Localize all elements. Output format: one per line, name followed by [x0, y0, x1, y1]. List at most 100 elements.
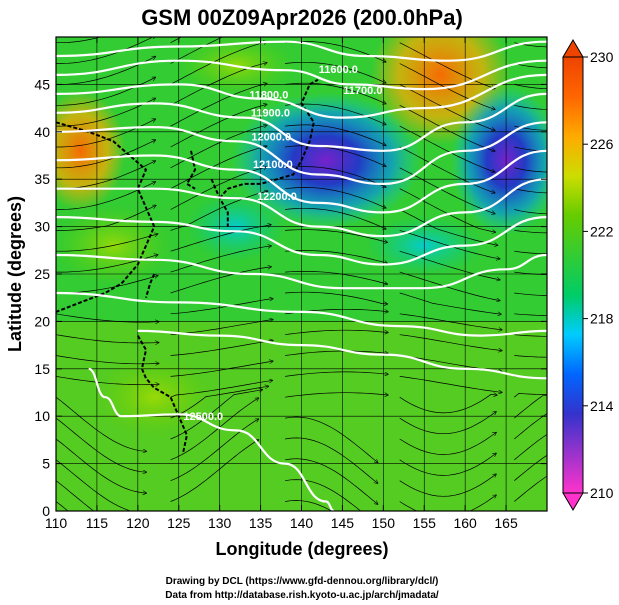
streamline: [170, 225, 271, 252]
streamline: [170, 419, 259, 482]
streamline: [285, 350, 388, 356]
streamline: [399, 84, 495, 130]
streamline: [399, 433, 496, 455]
height-contour: [56, 92, 547, 152]
x-tick-label: 160: [453, 515, 477, 531]
streamline: [285, 229, 387, 243]
streamline: [514, 313, 547, 316]
streamline: [170, 390, 263, 440]
streamline: [514, 84, 547, 89]
streamline: [514, 167, 547, 173]
streamline: [514, 63, 547, 69]
streamline: [170, 398, 259, 461]
colorbar: 210 214 218 222 226 230: [562, 39, 614, 511]
streamline: [514, 146, 547, 152]
streamline: [514, 475, 547, 502]
contour-label: 11700.0: [343, 85, 382, 97]
x-tick-label: 120: [126, 515, 150, 531]
streamline: [56, 37, 155, 64]
streamline: [399, 125, 495, 172]
streamline: [399, 376, 502, 392]
streamline: [56, 140, 155, 169]
colorbar-tick-label: 230: [590, 49, 614, 65]
streamline: [170, 361, 273, 377]
streamline: [56, 234, 158, 252]
x-tick-label: 110: [45, 515, 68, 531]
streamline: [285, 271, 387, 284]
chart-title: GSM 00Z09Apr2026 (200.0hPa): [141, 5, 463, 30]
streamline: [399, 495, 496, 511]
streamline: [399, 42, 495, 89]
y-tick-label: 20: [34, 313, 50, 329]
y-tick-label: 5: [42, 456, 50, 472]
colorbar-tick-label: 214: [590, 398, 614, 414]
streamline: [399, 334, 502, 351]
y-tick-label: 30: [34, 219, 50, 235]
streamline: [170, 267, 272, 294]
height-contour: [56, 40, 547, 62]
coastline-segment: [56, 121, 156, 313]
credit-data-source: Data from http://database.rish.kyoto-u.a…: [165, 590, 439, 601]
height-contour: [88, 367, 335, 511]
contour-label: 12100.0: [253, 159, 293, 171]
streamline: [285, 437, 378, 483]
height-contour: [56, 149, 547, 214]
streamline: [514, 355, 547, 358]
colorbar-top-triangle: [562, 39, 584, 58]
y-axis-label: Latitude (degrees): [5, 196, 25, 352]
streamline: [399, 292, 501, 314]
x-tick-label: 140: [290, 515, 314, 531]
streamline: [399, 412, 496, 435]
x-tick-label: 165: [494, 515, 518, 531]
height-contour: [56, 59, 547, 91]
streamline: [56, 480, 95, 511]
y-tick-label: 15: [34, 361, 50, 377]
streamline: [514, 393, 547, 398]
streamline: [285, 61, 386, 83]
height-contour: [56, 216, 547, 266]
contour-label: 11900.0: [251, 108, 290, 120]
x-tick-label: 130: [208, 515, 232, 531]
streamline: [399, 271, 500, 301]
streamline: [514, 188, 547, 194]
x-tick-label: 135: [249, 515, 273, 531]
colorbar-bottom-triangle: [562, 492, 584, 511]
streamline: [170, 104, 267, 148]
streamline: [56, 98, 155, 127]
contour-label: 12500.0: [183, 411, 223, 423]
streamline: [56, 376, 159, 384]
contour-label: 11600.0: [319, 64, 358, 76]
streamline: [170, 299, 273, 315]
streamline: [56, 37, 102, 44]
colorbar-tick-label: 226: [590, 136, 614, 152]
streamline: [56, 355, 159, 364]
x-axis-ticks: 110 115 120 125 130 135 140 145 150 155 160 165: [45, 37, 518, 531]
y-axis-ticks: 0 5 10 15 20 25 30 35 40 45: [34, 76, 547, 519]
streamline: [285, 371, 388, 377]
streamline: [285, 291, 387, 304]
colorbar-ticks: 210 214 218 222 226 230: [583, 49, 614, 501]
coastline-segment: [145, 273, 156, 298]
streamline: [514, 292, 547, 296]
contour-labels: 11600.0 11700.0 11800.0 11900.0 12000.0 12100…: [183, 64, 382, 423]
colorbar-body: [562, 56, 584, 494]
height-contour: [137, 329, 547, 380]
streamline: [56, 417, 146, 472]
colorbar-tick-label: 210: [590, 485, 614, 501]
streamline: [285, 392, 388, 398]
x-tick-label: 150: [372, 515, 396, 531]
streamline: [56, 396, 146, 451]
streamline: [399, 250, 500, 280]
streamline: [514, 454, 547, 481]
streamline: [170, 37, 224, 64]
streamline: [285, 166, 386, 188]
streamline: [514, 334, 547, 337]
streamline: [514, 125, 547, 131]
streamline: [56, 205, 156, 231]
streamline: [514, 395, 547, 419]
height-contours: [56, 40, 547, 511]
streamline: [399, 394, 497, 414]
streamline: [514, 209, 547, 215]
streamline: [285, 145, 386, 167]
streamline: [285, 479, 362, 511]
